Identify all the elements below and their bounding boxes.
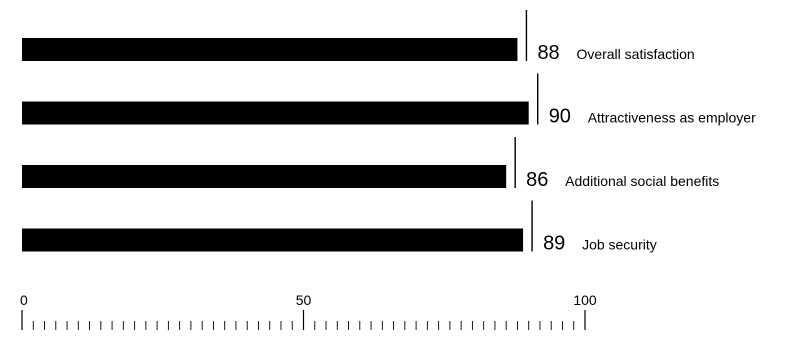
tick-label: 0 [20, 292, 28, 308]
bar-row: 88 Overall satisfaction [22, 10, 695, 64]
tick-label: 100 [573, 292, 597, 308]
category-label: Job security [582, 237, 657, 253]
data-label: 89 [543, 233, 565, 255]
bar-row: 90 Attractiveness as employer [22, 73, 756, 128]
category-label: Attractiveness as employer [588, 110, 756, 126]
data-label: 86 [526, 169, 548, 191]
bars-layer: 88 Overall satisfaction 90 Attractiveness a… [22, 10, 756, 255]
data-label: 90 [549, 106, 571, 128]
bar [22, 38, 518, 61]
data-label: 88 [537, 42, 559, 64]
category-label: Overall satisfaction [576, 46, 694, 62]
bar-row: 86 Additional social benefits [22, 137, 719, 191]
bar [22, 228, 524, 252]
bar [22, 101, 529, 125]
bar [22, 165, 507, 188]
x-axis: 0 50 100 [20, 292, 597, 330]
bar-row: 89 Job security [22, 200, 657, 255]
category-label: Additional social benefits [565, 173, 719, 189]
tick-label: 50 [296, 292, 312, 308]
